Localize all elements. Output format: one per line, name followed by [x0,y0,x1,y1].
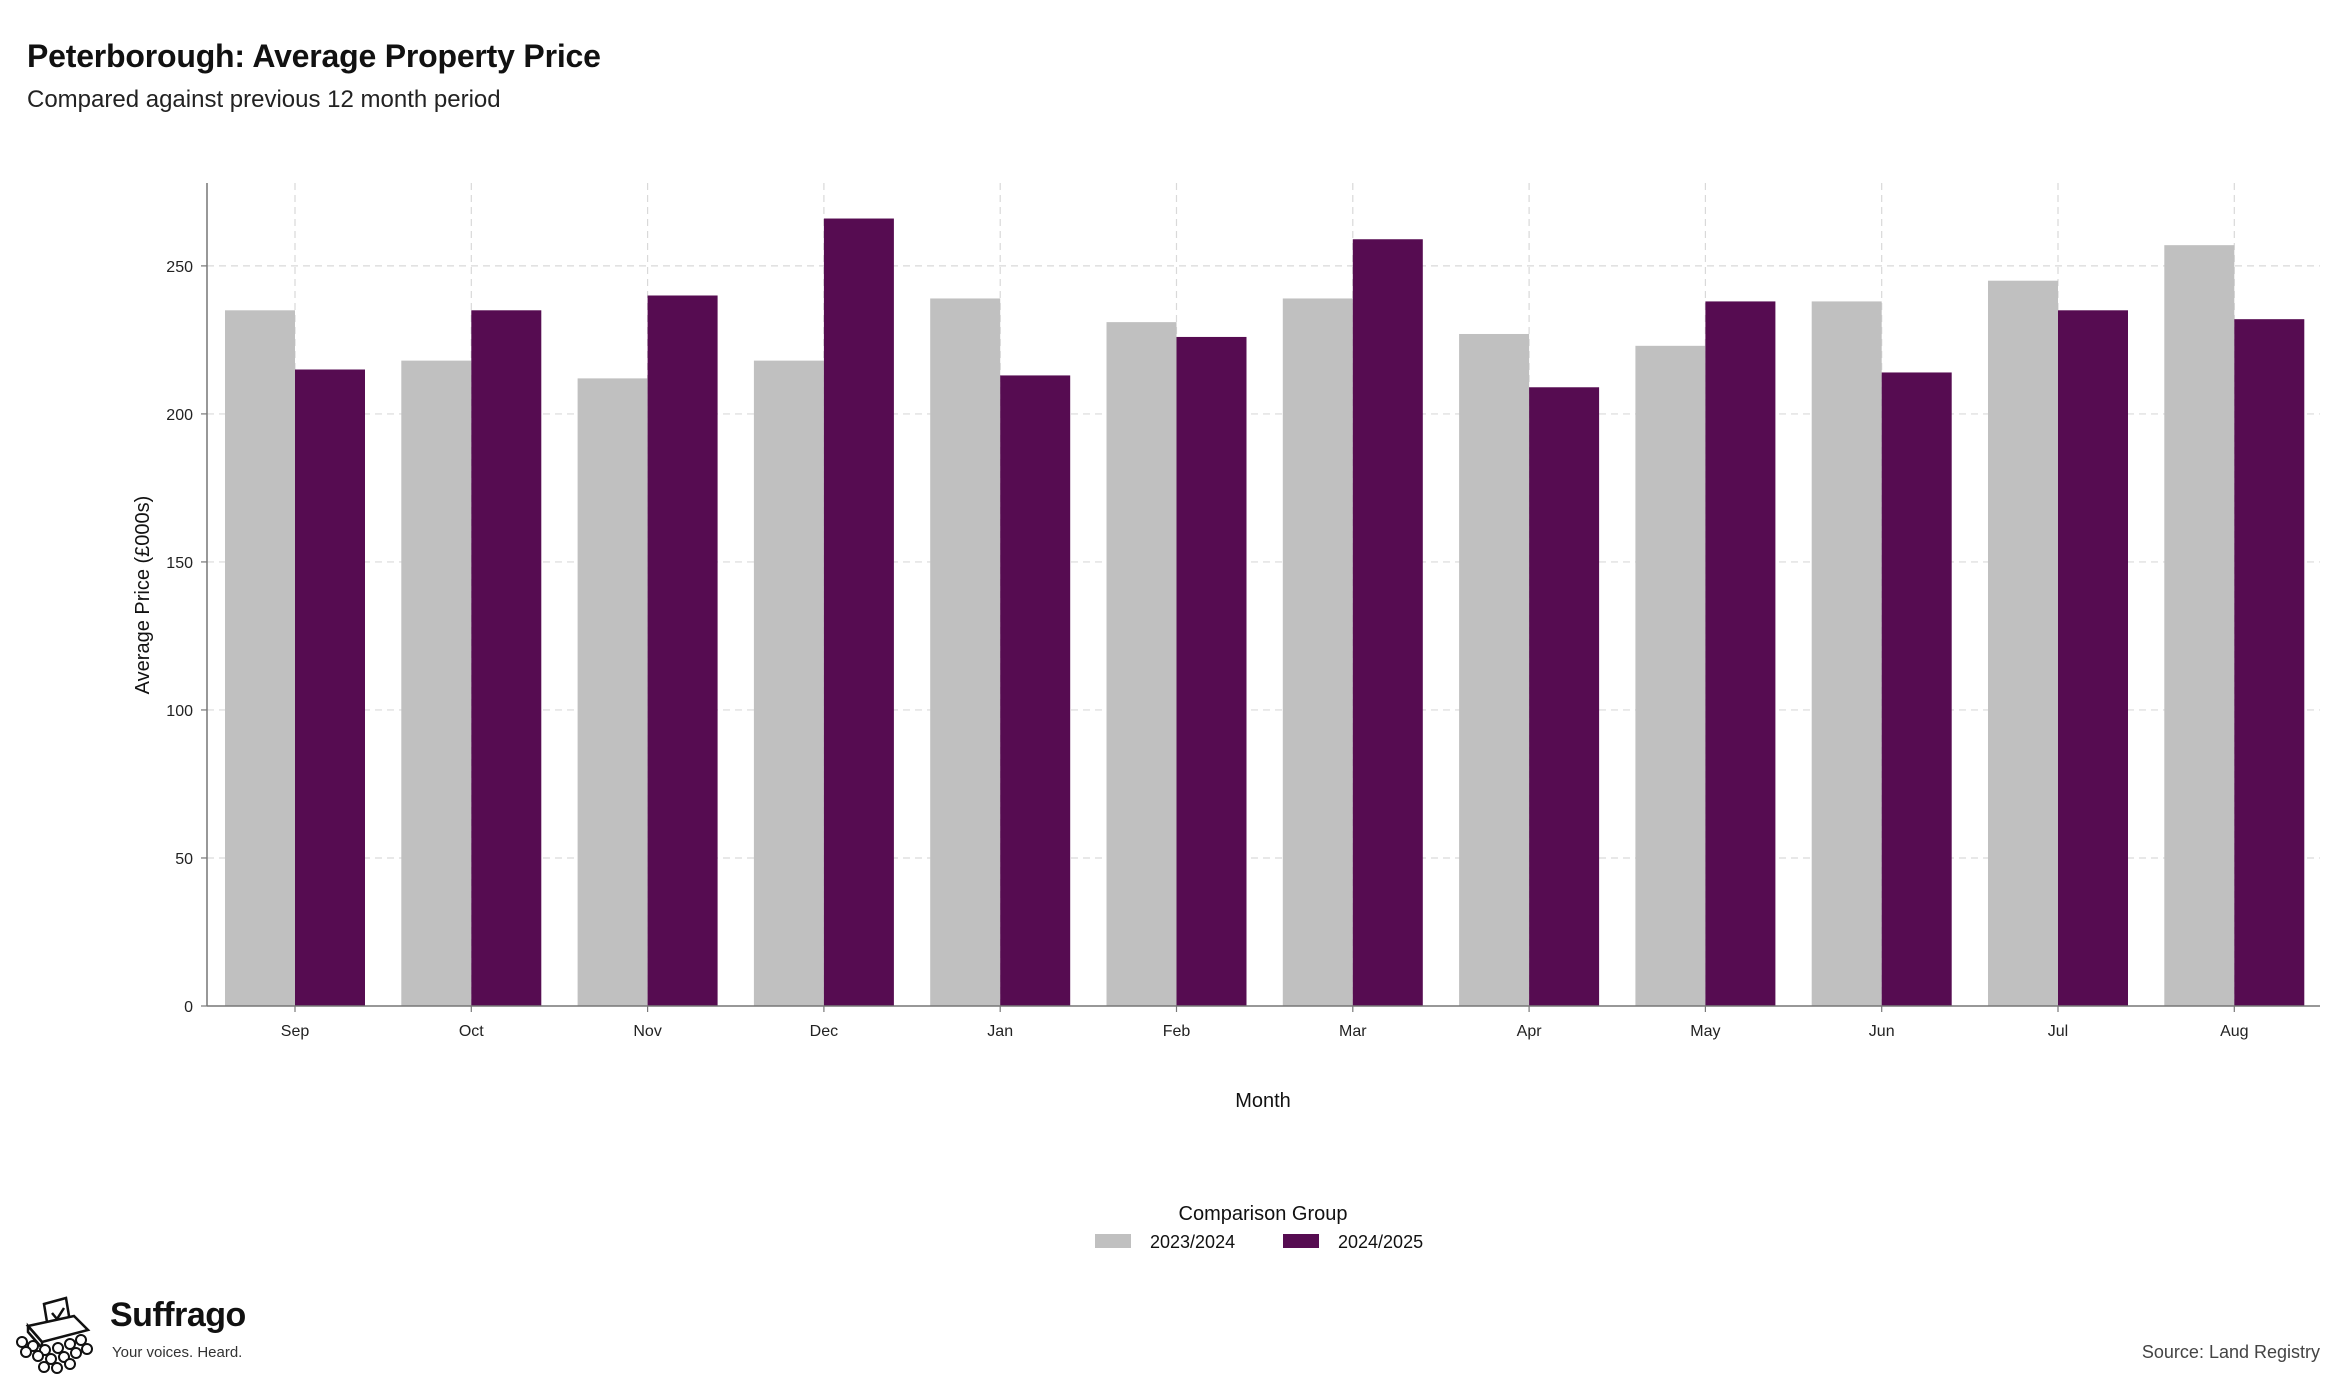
bar-nov-2023-2024 [577,378,648,1006]
bar-jul-2024-2025 [2058,310,2128,1006]
x-tick-label-jul: Jul [2048,1023,2068,1040]
bar-feb-2023-2024 [1106,322,1177,1007]
bar-dec-2023-2024 [753,360,824,1007]
x-tick-label-feb: Feb [1163,1023,1191,1040]
tick-labels: 0 50 100 150 200 250 Sep Oct Nov Dec Jan Feb Mar Apr M… [166,259,2248,1040]
bar-jun-2024-2025 [1881,372,1952,1006]
bar-oct-2023-2024 [401,360,472,1007]
bar-oct-2024-2025 [471,310,542,1006]
bar-apr-2024-2025 [1529,387,1600,1006]
bar-aug-2023-2024 [2164,245,2235,1006]
bar-apr-2023-2024 [1459,333,1530,1006]
chart-title: Peterborough: Average Property Price [27,38,601,74]
brand-name: Suffrago [110,1296,246,1334]
legend-swatch-2024-2025 [1283,1234,1319,1248]
x-tick-label-jun: Jun [1869,1023,1895,1040]
x-tick-label-mar: Mar [1339,1023,1367,1040]
bar-dec-2024-2025 [823,218,894,1007]
x-tick-label-sep: Sep [281,1023,310,1040]
legend-label-2023-2024: 2023/2024 [1150,1232,1235,1252]
bar-aug-2024-2025 [2234,319,2305,1006]
y-tick-label-200: 200 [166,407,193,424]
brand-logo-block: Suffrago Your voices. Heard. [14,1296,274,1376]
x-tick-label-dec: Dec [810,1023,838,1040]
axes [206,183,2320,1007]
y-tick-label-250: 250 [166,259,193,276]
x-tick-label-jan: Jan [987,1023,1013,1040]
bar-mar-2024-2025 [1352,239,1423,1007]
bar-sep-2024-2025 [295,369,365,1006]
legend-swatch-2023-2024 [1095,1234,1131,1248]
x-tick-label-apr: Apr [1517,1023,1543,1040]
x-tick-label-aug: Aug [2220,1023,2248,1040]
y-tick-label-0: 0 [184,999,193,1016]
bar-feb-2024-2025 [1176,336,1247,1006]
y-axis-title: Average Price (£000s) [132,496,154,695]
legend-label-2024-2025: 2024/2025 [1338,1232,1423,1252]
x-axis-title: Month [1235,1090,1291,1112]
y-tick-label-50: 50 [175,851,193,868]
x-tick-label-nov: Nov [633,1023,661,1040]
legend: Comparison Group 2023/2024 2024/2025 [1095,1203,1423,1252]
bar-jun-2023-2024 [1811,301,1882,1007]
y-tick-label-150: 150 [166,555,193,572]
ballot-box-icon [16,1296,93,1374]
chart-subtitle: Compared against previous 12 month perio… [27,86,501,113]
bar-may-2024-2025 [1705,301,1776,1007]
bar-sep-2023-2024 [225,310,295,1006]
x-tick-label-oct: Oct [459,1023,484,1040]
source-note: Source: Land Registry [2141,1342,2320,1362]
legend-title: Comparison Group [1179,1203,1348,1225]
bar-jan-2023-2024 [930,298,1001,1006]
y-tick-label-100: 100 [166,703,193,720]
bar-jan-2024-2025 [1000,375,1071,1006]
brand-tagline: Your voices. Heard. [112,1344,243,1361]
bar-mar-2023-2024 [1282,298,1353,1006]
bar-jul-2023-2024 [1988,280,2058,1007]
x-tick-label-may: May [1690,1023,1720,1040]
bars [225,218,2305,1007]
bar-may-2023-2024 [1635,345,1706,1006]
bar-nov-2024-2025 [647,295,718,1006]
